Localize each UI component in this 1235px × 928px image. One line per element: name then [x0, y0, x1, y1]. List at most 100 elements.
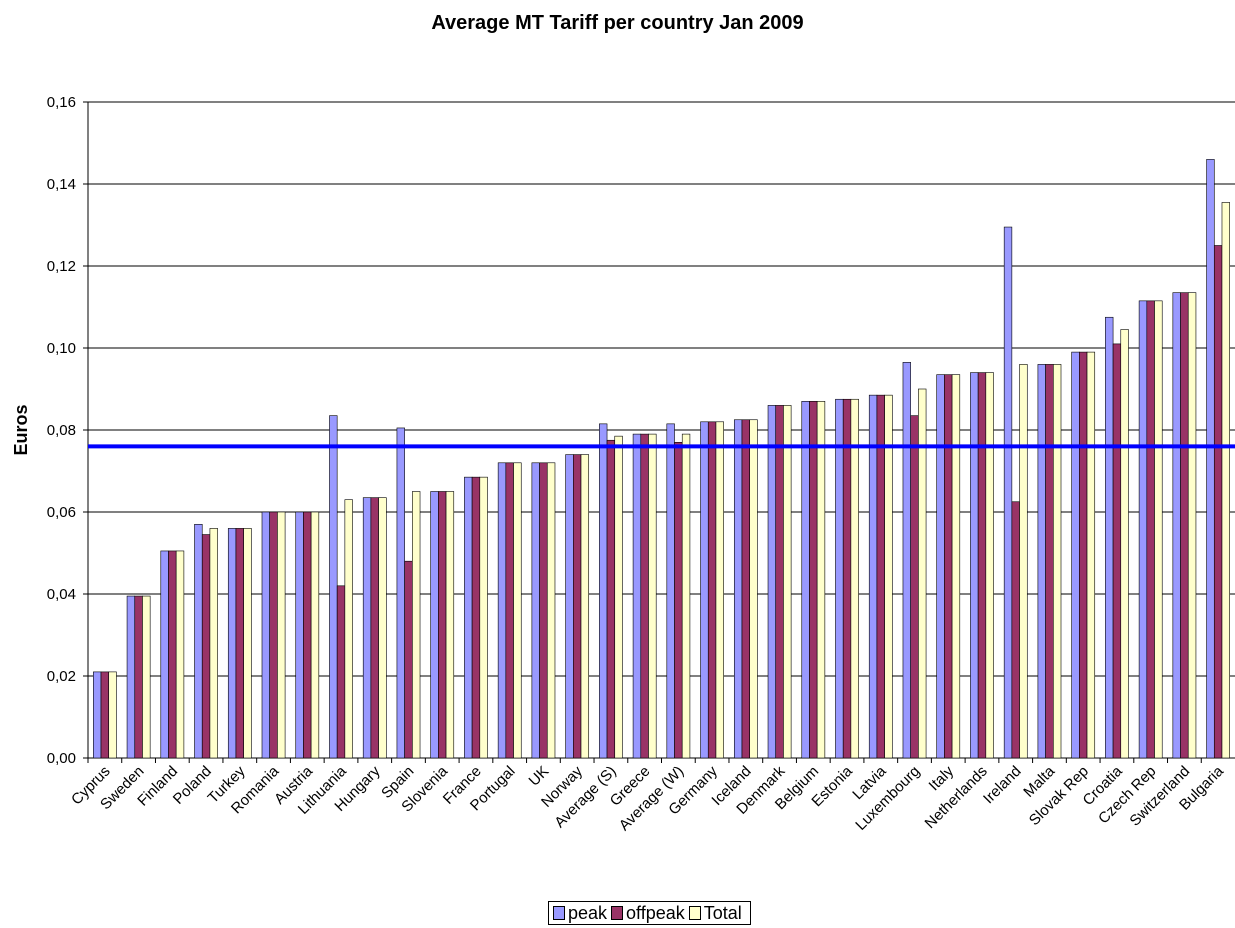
- bar-offpeak: [201, 534, 211, 759]
- bar-peak: [1037, 364, 1046, 759]
- bar-Total: [648, 433, 657, 759]
- bar-Total: [209, 528, 218, 759]
- bar-Total: [918, 388, 927, 759]
- bar-Total: [310, 511, 320, 759]
- bar-offpeak: [505, 462, 514, 759]
- bar-Total: [445, 491, 455, 759]
- legend-item-peak: peak: [553, 903, 607, 924]
- bar-peak: [767, 405, 777, 759]
- bar-offpeak: [876, 394, 885, 759]
- bar-peak: [497, 462, 507, 759]
- bar-offpeak: [269, 511, 278, 759]
- bar-Total: [1120, 329, 1129, 759]
- bar-offpeak: [944, 374, 953, 759]
- bar-offpeak: [1213, 245, 1223, 759]
- y-tick-label: 0,14: [47, 176, 76, 193]
- chart-title: Average MT Tariff per country Jan 2009: [431, 12, 804, 34]
- bar-offpeak: [539, 462, 548, 759]
- bar-Total: [1187, 292, 1197, 759]
- legend-item-Total: Total: [688, 902, 742, 924]
- bar-offpeak: [1146, 300, 1155, 759]
- bar-Total: [715, 421, 724, 759]
- legend-swatch: [553, 906, 565, 920]
- bar-peak: [700, 421, 709, 759]
- y-tick-label: 0,16: [47, 94, 76, 111]
- bar-Total: [681, 433, 691, 759]
- y-tick-label: 0,02: [47, 668, 76, 685]
- bar-peak: [666, 423, 675, 759]
- bar-offpeak: [100, 671, 110, 759]
- y-axis-label: Euros: [11, 404, 31, 455]
- y-tick-label: 0,00: [47, 750, 76, 767]
- bar-Total: [1019, 364, 1028, 759]
- bar-Total: [850, 398, 859, 759]
- bar-offpeak: [235, 528, 244, 759]
- bar-peak: [1003, 226, 1013, 759]
- bar-offpeak: [1011, 501, 1020, 759]
- bar-Total: [108, 671, 117, 759]
- bar-offpeak: [1079, 351, 1088, 759]
- bar-Total: [1086, 351, 1096, 759]
- x-tick-label: UK: [525, 763, 552, 790]
- y-tick-label: 0,06: [47, 504, 76, 521]
- bar-Total: [243, 528, 252, 759]
- bar-offpeak: [707, 421, 717, 759]
- bar-peak: [801, 400, 810, 759]
- bar-peak: [194, 523, 203, 759]
- bar-offpeak: [438, 491, 447, 759]
- bar-peak: [396, 427, 405, 759]
- bar-Total: [142, 595, 151, 759]
- bar-offpeak: [573, 454, 582, 759]
- legend-label: Total: [703, 902, 742, 923]
- bar-peak: [936, 374, 945, 759]
- bar-offpeak: [910, 415, 919, 759]
- bar-peak: [93, 671, 102, 759]
- bar-offpeak: [977, 372, 987, 759]
- legend-swatch: [688, 906, 701, 920]
- y-tick-label: 0,04: [47, 586, 76, 603]
- bar-Total: [580, 454, 590, 759]
- bar-Total: [479, 476, 488, 759]
- bar-peak: [632, 433, 642, 759]
- bar-Total: [783, 405, 792, 759]
- bar-offpeak: [303, 511, 312, 759]
- legend-swatch: [611, 906, 624, 920]
- bar-peak: [160, 550, 169, 759]
- bar-Total: [749, 419, 758, 759]
- bar-Total: [816, 400, 826, 759]
- x-tick-label: Ireland: [980, 763, 1024, 807]
- bar-peak: [1105, 316, 1114, 759]
- bar-offpeak: [134, 595, 143, 759]
- bar-offpeak: [168, 550, 177, 759]
- bar-Total: [175, 550, 185, 759]
- bar-offpeak: [741, 419, 750, 759]
- bar-peak: [599, 423, 608, 759]
- bar-offpeak: [1045, 364, 1054, 759]
- y-tick-label: 0,08: [47, 422, 76, 439]
- bar-offpeak: [842, 398, 852, 759]
- bar-peak: [733, 419, 743, 759]
- bar-peak: [464, 476, 473, 759]
- bar-peak: [329, 415, 338, 759]
- y-tick-label: 0,12: [47, 258, 76, 275]
- bar-offpeak: [674, 441, 683, 759]
- bar-Total: [1154, 300, 1163, 759]
- bar-offpeak: [1180, 292, 1189, 759]
- bar-offpeak: [640, 433, 649, 759]
- legend-label: peak: [568, 902, 608, 923]
- bar-Total: [546, 462, 556, 759]
- bar-Total: [1221, 202, 1230, 759]
- bar-Total: [277, 511, 286, 759]
- bar-offpeak: [1112, 343, 1122, 759]
- bar-peak: [902, 362, 911, 759]
- bar-peak: [261, 511, 270, 759]
- y-tick-label: 0,10: [47, 340, 76, 357]
- bar-peak: [1172, 292, 1181, 759]
- bar-peak: [126, 595, 136, 759]
- bar-peak: [295, 511, 304, 759]
- bar-peak: [868, 394, 878, 759]
- legend: peak offpeak Total: [548, 901, 751, 925]
- bar-Total: [951, 374, 961, 759]
- bar-offpeak: [809, 400, 818, 759]
